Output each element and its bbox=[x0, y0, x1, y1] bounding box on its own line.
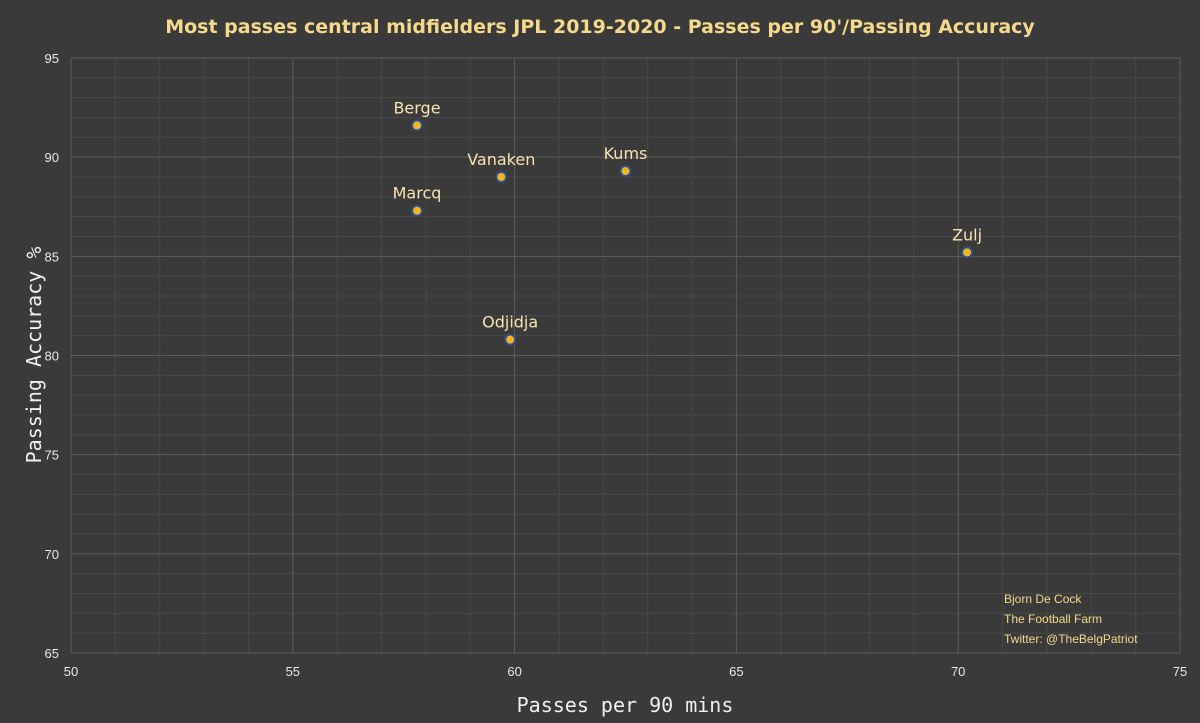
data-point bbox=[411, 119, 424, 132]
data-point bbox=[961, 246, 974, 259]
credit-line: Twitter: @TheBelgPatriot bbox=[1004, 632, 1138, 646]
x-tick-labels: 50 55 60 65 70 75 bbox=[64, 664, 1187, 679]
data-point bbox=[411, 204, 424, 217]
data-point-label: Vanaken bbox=[467, 150, 535, 169]
data-point-label: Kums bbox=[604, 144, 648, 163]
credit-line: The Football Farm bbox=[1004, 612, 1102, 626]
y-tick-label: 80 bbox=[45, 349, 59, 364]
major-grid bbox=[70, 57, 1181, 654]
data-point-label: Marcq bbox=[393, 184, 442, 203]
y-tick-label: 95 bbox=[45, 51, 59, 66]
y-tick-label: 65 bbox=[45, 646, 59, 661]
data-point-label: Zulj bbox=[952, 225, 982, 244]
x-tick-label: 50 bbox=[64, 664, 78, 679]
x-tick-label: 75 bbox=[1173, 664, 1187, 679]
y-tick-label: 70 bbox=[45, 547, 59, 562]
data-point-label: Odjidja bbox=[482, 313, 538, 332]
data-point bbox=[495, 171, 508, 183]
data-point-label: Berge bbox=[393, 98, 440, 117]
credit-line: Bjorn De Cock bbox=[1004, 592, 1082, 606]
x-tick-label: 60 bbox=[507, 664, 521, 679]
x-axis-title: Passes per 90 mins bbox=[517, 693, 734, 717]
y-tick-label: 90 bbox=[45, 150, 59, 165]
y-tick-label: 85 bbox=[45, 249, 59, 264]
x-tick-label: 55 bbox=[286, 664, 300, 679]
x-tick-label: 70 bbox=[951, 664, 965, 679]
y-tick-labels: 65 70 75 80 85 90 95 bbox=[45, 51, 59, 661]
data-point bbox=[504, 333, 517, 346]
y-axis-title: Passing Accuracy % bbox=[22, 247, 46, 464]
x-tick-label: 65 bbox=[729, 664, 743, 679]
data-points: Berge Vanaken Kums Marcq Zulj Odjidja bbox=[393, 98, 982, 346]
data-point bbox=[619, 165, 632, 178]
y-tick-label: 75 bbox=[45, 448, 59, 463]
credits: Bjorn De Cock The Football Farm Twitter: @… bbox=[1004, 592, 1138, 646]
chart-title: Most passes central midfielders JPL 2019… bbox=[165, 16, 1035, 38]
